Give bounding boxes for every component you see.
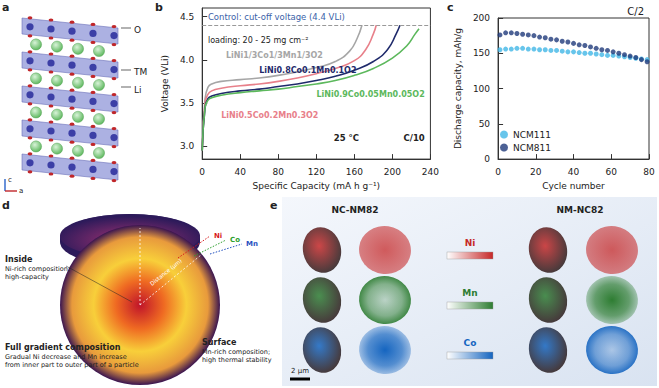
svg-text:C/2: C/2: [627, 6, 644, 17]
svg-text:60: 60: [606, 167, 618, 177]
svg-text:Mn: Mn: [246, 240, 258, 248]
svg-text:80: 80: [273, 167, 285, 177]
svg-text:high-capacity: high-capacity: [5, 273, 49, 281]
svg-text:Discharge capacity, mAh/g: Discharge capacity, mAh/g: [453, 28, 463, 149]
svg-text:Mn-rich composition;: Mn-rich composition;: [202, 348, 270, 356]
svg-text:4.0: 4.0: [180, 55, 195, 65]
svg-text:50: 50: [479, 119, 491, 129]
svg-text:4.5: 4.5: [180, 12, 194, 22]
svg-text:0: 0: [484, 154, 490, 164]
svg-text:b: b: [155, 1, 163, 14]
svg-text:120: 120: [308, 167, 325, 177]
svg-text:a: a: [2, 1, 9, 14]
svg-text:20: 20: [530, 167, 542, 177]
svg-text:Gradual Ni decrease and Mn inc: Gradual Ni decrease and Mn increase: [5, 353, 127, 361]
svg-text:200: 200: [384, 167, 401, 177]
svg-text:O: O: [134, 25, 141, 35]
svg-text:Distance (μm): Distance (μm): [149, 258, 184, 288]
svg-text:80: 80: [643, 167, 655, 177]
svg-text:a: a: [19, 187, 23, 195]
svg-text:Surface: Surface: [202, 338, 237, 347]
svg-text:C/10: C/10: [404, 133, 425, 143]
svg-text:c: c: [447, 1, 454, 14]
svg-text:loading: 20 - 25 mg cm⁻²: loading: 20 - 25 mg cm⁻²: [208, 36, 309, 45]
svg-text:LiNi0.5Co0.2Mn0.3O2: LiNi0.5Co0.2Mn0.3O2: [221, 111, 318, 120]
svg-text:from inner part to outer part: from inner part to outer part of a parti…: [5, 361, 139, 369]
svg-text:NCM111: NCM111: [513, 130, 551, 140]
svg-text:2 μm: 2 μm: [291, 367, 309, 375]
svg-text:25 °C: 25 °C: [334, 133, 359, 143]
svg-text:Control: cut-off voltage (4.4: Control: cut-off voltage (4.4 VLi): [208, 12, 345, 22]
svg-text:0: 0: [495, 167, 501, 177]
svg-text:Specific Capacity (mA h g⁻¹): Specific Capacity (mA h g⁻¹): [253, 181, 381, 191]
svg-text:c: c: [8, 176, 12, 184]
svg-text:d: d: [2, 199, 10, 212]
svg-text:NC-NM82: NC-NM82: [331, 205, 378, 215]
svg-text:Mn: Mn: [462, 288, 477, 298]
svg-text:high thermal stability: high thermal stability: [202, 356, 272, 364]
svg-text:240: 240: [422, 167, 439, 177]
svg-text:e: e: [270, 199, 277, 212]
svg-text:Full gradient composition: Full gradient composition: [5, 343, 121, 352]
svg-text:200: 200: [473, 13, 490, 23]
svg-text:Co: Co: [230, 236, 240, 244]
svg-text:Inside: Inside: [5, 255, 33, 264]
svg-text:LiNi1/3Co1/3Mn1/3O2: LiNi1/3Co1/3Mn1/3O2: [226, 51, 323, 60]
svg-text:TM: TM: [133, 67, 147, 77]
svg-text:160: 160: [346, 167, 363, 177]
svg-text:40: 40: [235, 167, 247, 177]
svg-text:40: 40: [568, 167, 580, 177]
svg-text:NCM811: NCM811: [513, 143, 551, 153]
svg-text:0: 0: [199, 167, 205, 177]
svg-text:LiNi0.9Co0.05Mn0.05O2: LiNi0.9Co0.05Mn0.05O2: [316, 90, 424, 99]
svg-text:Ni: Ni: [214, 232, 222, 240]
svg-text:150: 150: [473, 48, 490, 58]
svg-text:NM-NC82: NM-NC82: [557, 205, 604, 215]
svg-text:3.5: 3.5: [180, 98, 194, 108]
svg-text:100: 100: [473, 84, 490, 94]
svg-text:Voltage (VLi): Voltage (VLi): [160, 55, 170, 112]
svg-text:Cycle number: Cycle number: [542, 181, 605, 191]
svg-text:Li: Li: [134, 85, 142, 95]
svg-text:Ni: Ni: [465, 238, 476, 248]
svg-text:3.0: 3.0: [180, 141, 195, 151]
svg-text:Co: Co: [464, 338, 477, 348]
svg-text:LiNi0.8Co0.1Mn0.1O2: LiNi0.8Co0.1Mn0.1O2: [259, 66, 356, 75]
svg-text:Ni-rich composition;: Ni-rich composition;: [5, 265, 70, 273]
